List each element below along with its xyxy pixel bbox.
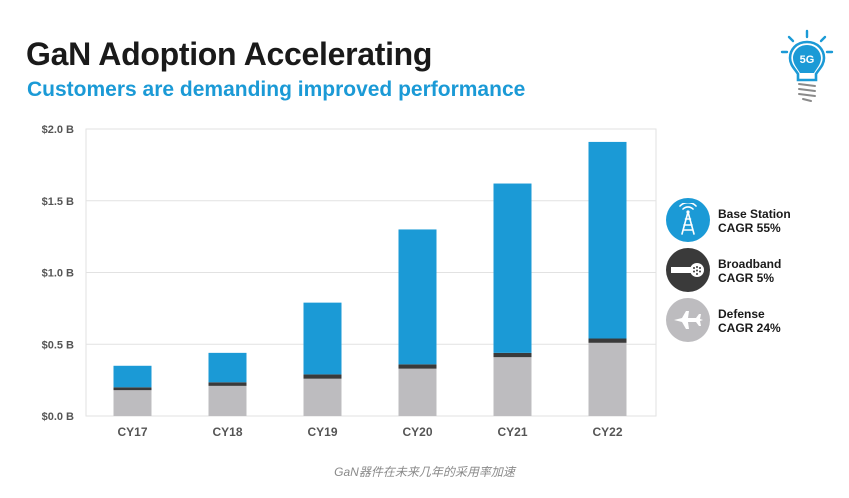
- slide-subtitle: Customers are demanding improved perform…: [27, 78, 526, 101]
- image-caption: GaN器件在未来几年的采用率加速: [334, 465, 515, 479]
- cell-tower-icon: [666, 198, 710, 242]
- x-axis-tick-labels: CY17 CY18 CY19 CY20 CY21 CY22: [117, 425, 622, 439]
- bar-broadband-cy17: [113, 387, 152, 391]
- legend-label-defense: Defense: [718, 307, 765, 321]
- bar-defense-cy22: [588, 342, 627, 416]
- bar-broadband-cy18: [208, 382, 247, 386]
- bar-base-station-cy22: [588, 141, 627, 339]
- bar-defense-cy21: [493, 357, 532, 416]
- x-tick-label: CY20: [402, 425, 432, 439]
- bar-base-station-cy17: [113, 365, 152, 388]
- bar-defense-cy19: [303, 378, 342, 416]
- legend-cagr-defense: CAGR 24%: [718, 321, 781, 335]
- legend-cagr-broadband: CAGR 5%: [718, 271, 775, 285]
- legend: Base Station CAGR 55% Broadband CAGR: [666, 198, 846, 348]
- bar-base-station-cy20: [398, 229, 437, 365]
- fighter-jet-icon: [666, 298, 710, 342]
- bar-defense-cy17: [113, 390, 152, 416]
- legend-label-broadband: Broadband: [718, 257, 782, 271]
- bar-broadband-cy22: [588, 338, 627, 343]
- y-tick-label: $0.0 B: [42, 411, 74, 423]
- bar-defense-cy18: [208, 385, 247, 416]
- logo-text: 5G: [800, 54, 815, 66]
- bar-broadband-cy21: [493, 352, 532, 358]
- y-tick-label: $1.5 B: [42, 196, 74, 208]
- bar-base-station-cy21: [493, 183, 532, 353]
- x-tick-label: CY21: [497, 425, 527, 439]
- x-tick-label: CY18: [212, 425, 242, 439]
- legend-label-base-station: Base Station: [718, 207, 791, 221]
- legend-item-broadband: Broadband CAGR 5%: [666, 248, 846, 298]
- x-tick-label: CY17: [117, 425, 147, 439]
- legend-item-base-station: Base Station CAGR 55%: [666, 198, 846, 248]
- bar-defense-cy20: [398, 368, 437, 416]
- bar-broadband-cy20: [398, 364, 437, 369]
- bar-base-station-cy18: [208, 352, 247, 383]
- x-tick-label: CY22: [592, 425, 622, 439]
- stacked-bar-chart: $0.0 B$0.5 B$1.0 B$1.5 B$2.0 B CY17 CY18 C…: [42, 124, 657, 439]
- slide-title: GaN Adoption Accelerating: [26, 36, 433, 72]
- legend-cagr-base-station: CAGR 55%: [718, 221, 781, 235]
- slide: GaN Adoption Accelerating Customers are …: [26, 29, 846, 439]
- x-tick-label: CY19: [307, 425, 337, 439]
- y-axis-tick-labels: $0.0 B $0.5 B $1.0 B $1.5 B $2.0 B: [42, 124, 74, 423]
- bars: [113, 141, 627, 416]
- y-tick-label: $2.0 B: [42, 124, 74, 136]
- y-tick-label: $0.5 B: [42, 339, 74, 351]
- lightbulb-5g-logo-icon: 5G: [780, 29, 834, 102]
- legend-item-defense: Defense CAGR 24%: [666, 298, 846, 348]
- cable-icon: [666, 248, 710, 292]
- grid-lines: [86, 128, 656, 417]
- bar-base-station-cy19: [303, 302, 342, 375]
- bar-broadband-cy19: [303, 374, 342, 379]
- y-tick-label: $1.0 B: [42, 268, 74, 280]
